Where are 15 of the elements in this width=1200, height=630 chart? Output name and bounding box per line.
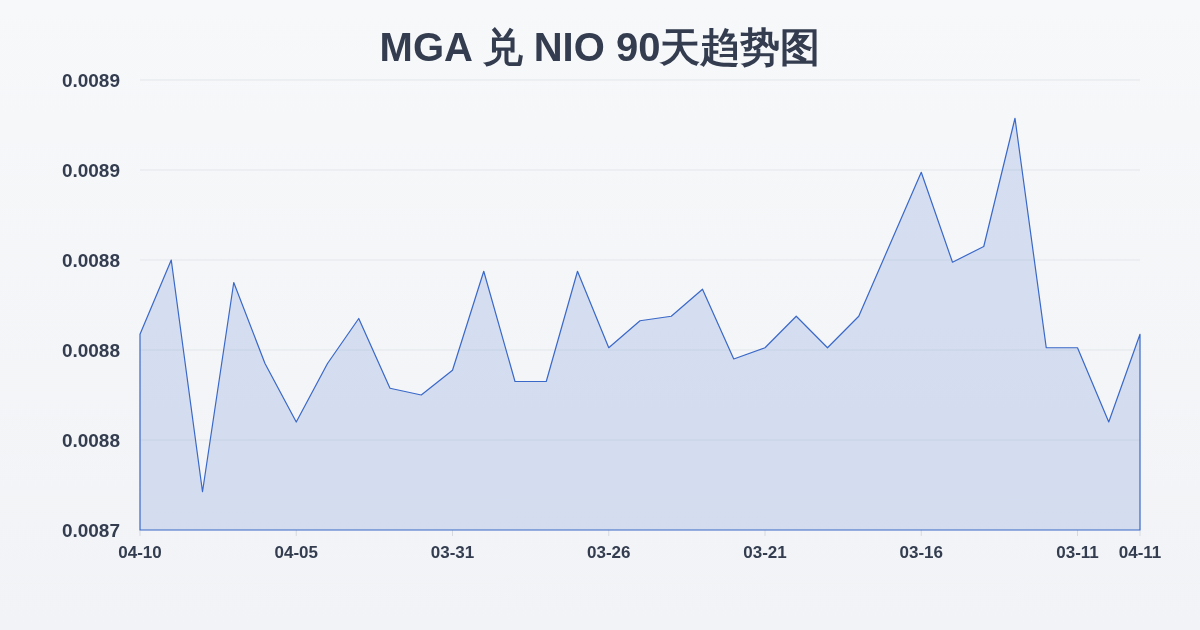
x-tick-label: 04-10 — [118, 543, 162, 562]
x-tick-label: 03-31 — [430, 543, 475, 562]
x-tick-label: 03-26 — [587, 543, 631, 562]
x-tick-label: 03-21 — [743, 543, 787, 562]
y-tick-label: 0.0089 — [61, 160, 120, 181]
y-tick-label: 0.0089 — [61, 70, 120, 91]
x-tick-label: 04-05 — [274, 543, 318, 562]
y-tick-label: 0.0088 — [61, 340, 120, 361]
y-tick-label: 0.0087 — [61, 520, 120, 541]
y-tick-label: 0.0088 — [61, 430, 120, 451]
x-tick-label: 03-11 — [1056, 543, 1099, 562]
x-tick-label: 03-16 — [899, 543, 943, 562]
title: MGA 兑 NIO 90天趋势图 — [379, 25, 821, 69]
y-tick-label: 0.0088 — [61, 250, 120, 271]
x-tick-label: 04-11 — [1118, 543, 1162, 562]
